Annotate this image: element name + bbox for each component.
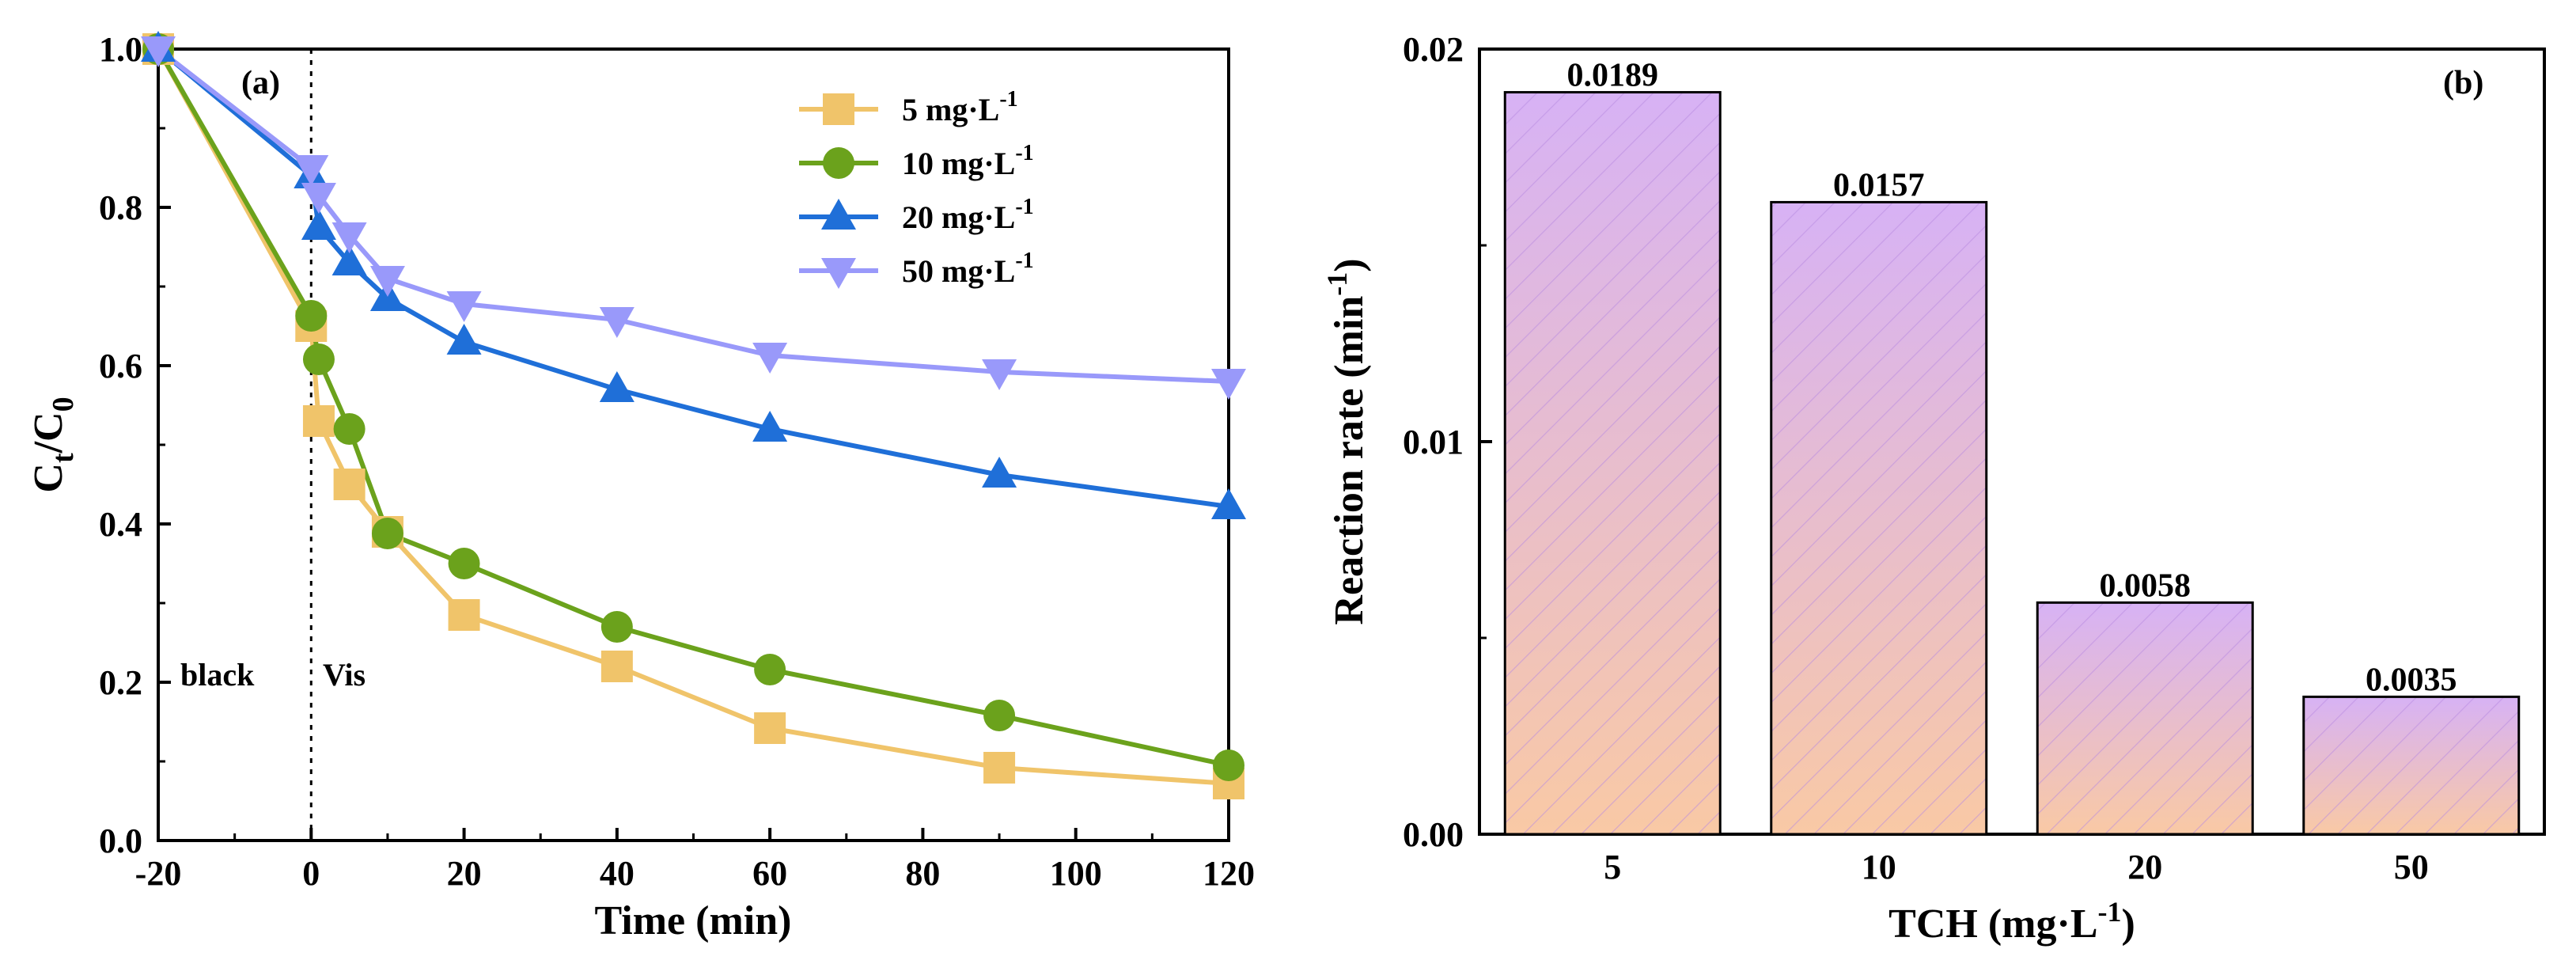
panel-b-label: (b) (2443, 65, 2483, 101)
x-tick-label: 60 (752, 854, 787, 893)
bar-outline (1503, 91, 1722, 836)
data-point (333, 413, 366, 445)
data-point (446, 291, 482, 322)
x-tick-label: -20 (135, 854, 182, 893)
y-tick-label: 0.0 (99, 822, 142, 860)
data-point (752, 343, 788, 374)
legend-label: 20 mg·L-1 (902, 195, 1034, 235)
x-tick-label: 50 (2394, 848, 2429, 886)
data-point (1211, 369, 1246, 400)
panel-a-line-chart: -20 0 20 40 60 80 100 120 0.0 0.2 0.4 0.6 0.8 1.0 (a)… (26, 30, 1255, 943)
panel-b-bars: 0.0189 0.0157 0.0058 0.0035 (1503, 58, 2521, 836)
data-point (448, 599, 480, 631)
data-point (446, 324, 482, 355)
y-tick-label: 0.2 (99, 663, 142, 702)
x-tick-label: 40 (600, 854, 635, 893)
data-point (302, 405, 335, 437)
x-tick-label: 0 (302, 854, 320, 893)
data-point (333, 469, 366, 500)
data-point (371, 518, 403, 549)
data-point (754, 654, 786, 685)
panel-b-yaxis-title: Reaction rate (min-1) (1321, 258, 1372, 624)
panel-a-xaxis-title: Time (min) (595, 898, 792, 943)
y-tick-label: 0.6 (99, 347, 142, 385)
bar-value-label: 0.0157 (1833, 167, 1925, 203)
data-point (752, 411, 788, 442)
data-point (983, 752, 1016, 784)
bar-outline (1770, 200, 1988, 836)
data-point (294, 155, 329, 186)
panel-a-legend: 5 mg·L-1 10 mg·L-1 20 mg·L-1 50 mg·L-1 (799, 87, 1034, 289)
data-point (982, 359, 1017, 390)
data-point (301, 183, 336, 214)
x-tick-label: 80 (905, 854, 940, 893)
data-point (600, 651, 633, 682)
bar-value-label: 0.0035 (2366, 662, 2457, 698)
data-point (599, 371, 635, 402)
legend-marker (821, 258, 856, 289)
panel-a-label: (a) (241, 65, 280, 101)
data-point (369, 266, 405, 297)
data-point (331, 222, 367, 253)
bar-value-label: 0.0058 (2100, 567, 2191, 604)
data-point (600, 611, 633, 643)
x-tick-label: 20 (2127, 848, 2162, 886)
data-point (141, 36, 176, 67)
data-point (599, 307, 635, 338)
bar-outline (2302, 695, 2521, 836)
bar-outline (2036, 601, 2254, 836)
panel-a-ticks: -20 0 20 40 60 80 100 120 0.0 0.2 0.4 0.6 0.8 1.0 (99, 30, 1255, 893)
data-point (448, 548, 480, 579)
y-tick-label: 0.00 (1403, 815, 1464, 854)
y-tick-label: 0.02 (1403, 30, 1464, 69)
panel-a-series-markers (141, 31, 1246, 799)
bar-value-label: 0.0189 (1567, 58, 1659, 94)
data-point (754, 712, 786, 744)
y-tick-label: 1.0 (99, 30, 142, 69)
y-tick-label: 0.4 (99, 505, 142, 544)
x-tick-label: 5 (1604, 848, 1621, 886)
y-tick-label: 0.01 (1403, 423, 1464, 461)
data-point (1211, 488, 1246, 519)
legend-label: 50 mg·L-1 (902, 249, 1034, 289)
panel-b-xaxis-title: TCH (mg·L-1) (1888, 896, 2135, 947)
data-point (295, 300, 328, 332)
y-tick-label: 0.8 (99, 188, 142, 227)
x-tick-label: 20 (447, 854, 482, 893)
series-line (157, 47, 1229, 509)
data-point (331, 245, 367, 275)
panel-b-bar-chart: 0.000.010.025 10 20 50 0.01890.01570.00580.… (1321, 30, 2546, 947)
data-point (983, 700, 1016, 731)
data-point (301, 209, 336, 240)
legend-marker (821, 199, 856, 230)
x-tick-label: 120 (1203, 854, 1255, 893)
data-point (1213, 750, 1244, 781)
legend-marker (823, 147, 854, 179)
x-tick-label: 100 (1050, 854, 1102, 893)
light-phase-annotation: Vis (323, 657, 366, 693)
data-point (982, 457, 1017, 488)
legend-label: 5 mg·L-1 (902, 87, 1018, 127)
panel-a-yaxis-title: Ct/C0 (26, 397, 80, 492)
x-tick-label: 10 (1862, 848, 1896, 886)
dark-phase-annotation: black (180, 657, 255, 693)
data-point (302, 343, 335, 375)
legend-label: 10 mg·L-1 (902, 141, 1034, 181)
legend-marker (823, 93, 854, 125)
